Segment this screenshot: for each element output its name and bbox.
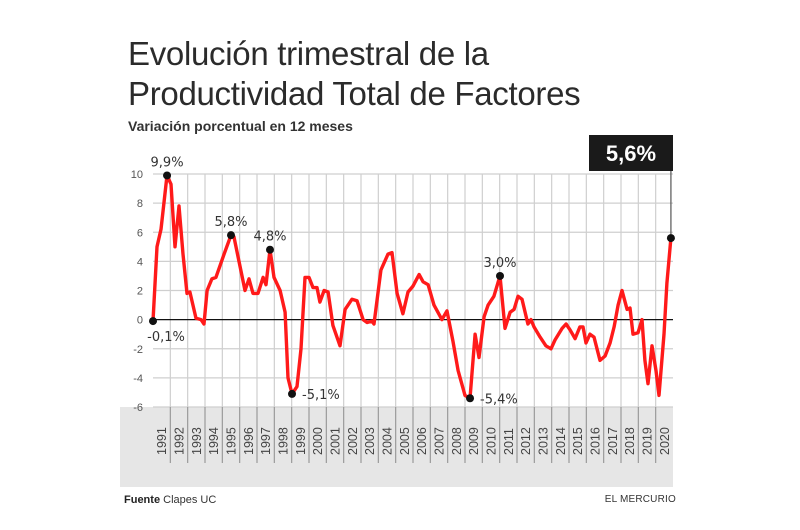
x-tick-label: 2003 xyxy=(363,427,377,455)
x-tick-label: 2005 xyxy=(398,427,412,455)
x-tick-label: 1992 xyxy=(173,427,187,455)
x-tick-label: 2010 xyxy=(485,427,499,455)
x-tick-label: 2002 xyxy=(346,427,360,455)
series-line xyxy=(151,173,673,400)
chart-title-line2: Productividad Total de Factores xyxy=(128,75,581,112)
data-point-marker xyxy=(466,394,475,403)
callout-box xyxy=(589,135,673,171)
x-axis-panel xyxy=(120,407,673,487)
data-label: 9,9% xyxy=(151,155,184,170)
x-tick-label: 1991 xyxy=(155,427,169,455)
y-tick-label: 2 xyxy=(137,286,143,298)
chart-title-line1: Evolución trimestral de la xyxy=(128,35,489,72)
x-tick-label: 2016 xyxy=(589,427,603,455)
brand-label: EL MERCURIO xyxy=(604,494,676,505)
y-tick-label: 8 xyxy=(137,198,143,210)
source-label: Fuente xyxy=(124,494,161,506)
source-value: Clapes UC xyxy=(163,494,217,506)
chart-title: Evolución trimestral de la Productividad… xyxy=(128,34,581,114)
data-point-marker xyxy=(266,245,274,254)
x-tick-label: 2006 xyxy=(415,427,429,455)
x-tick-label: 2020 xyxy=(658,427,672,455)
y-tick-label: 6 xyxy=(137,227,143,239)
y-tick-label: -6 xyxy=(133,402,143,414)
x-tick-label: 2015 xyxy=(571,427,585,455)
data-point-marker xyxy=(163,171,172,180)
x-tick-label: 1994 xyxy=(207,427,221,455)
y-tick-label: 10 xyxy=(131,169,143,181)
x-tick-label: 2014 xyxy=(554,427,568,455)
data-label: 5,8% xyxy=(214,215,247,230)
x-tick-label: 2001 xyxy=(329,427,343,455)
x-tick-label: 1996 xyxy=(242,427,256,455)
data-point-marker xyxy=(288,389,297,398)
data-label: -5,4% xyxy=(480,392,518,407)
x-tick-label: 2011 xyxy=(502,428,516,455)
y-tick-label: 0 xyxy=(137,315,143,327)
x-tick-label: 2004 xyxy=(381,427,395,455)
x-tick-label: 2007 xyxy=(433,427,447,455)
x-tick-label: 1999 xyxy=(294,427,308,455)
data-label: 3,0% xyxy=(483,256,516,271)
data-point-marker xyxy=(666,234,675,243)
data-point-marker xyxy=(227,231,235,240)
x-tick-label: 2018 xyxy=(623,427,637,455)
x-tick-label: 1998 xyxy=(277,427,291,455)
x-tick-label: 2000 xyxy=(311,427,325,455)
chart-subtitle: Variación porcentual en 12 meses xyxy=(128,118,353,134)
x-tick-label: 2013 xyxy=(537,427,551,455)
x-tick-label: 2012 xyxy=(519,427,533,455)
data-point-marker xyxy=(149,317,157,326)
data-label: 4,8% xyxy=(253,230,286,245)
x-tick-label: 1997 xyxy=(259,427,273,455)
data-label: -5,1% xyxy=(302,388,340,403)
x-tick-label: 1993 xyxy=(190,427,204,455)
x-tick-label: 2017 xyxy=(606,427,620,455)
y-tick-label: -2 xyxy=(133,344,143,356)
source-note: Fuente Clapes UC xyxy=(124,494,216,506)
data-point-marker xyxy=(496,271,505,280)
data-label: -0,1% xyxy=(147,330,185,345)
x-tick-label: 2019 xyxy=(641,427,655,455)
x-tick-label: 2009 xyxy=(467,427,481,455)
y-tick-label: -4 xyxy=(133,373,143,385)
y-tick-label: 4 xyxy=(137,256,143,268)
callout-label: 5,6% xyxy=(606,141,656,166)
x-tick-label: 2008 xyxy=(450,427,464,455)
x-tick-label: 1995 xyxy=(225,427,239,455)
